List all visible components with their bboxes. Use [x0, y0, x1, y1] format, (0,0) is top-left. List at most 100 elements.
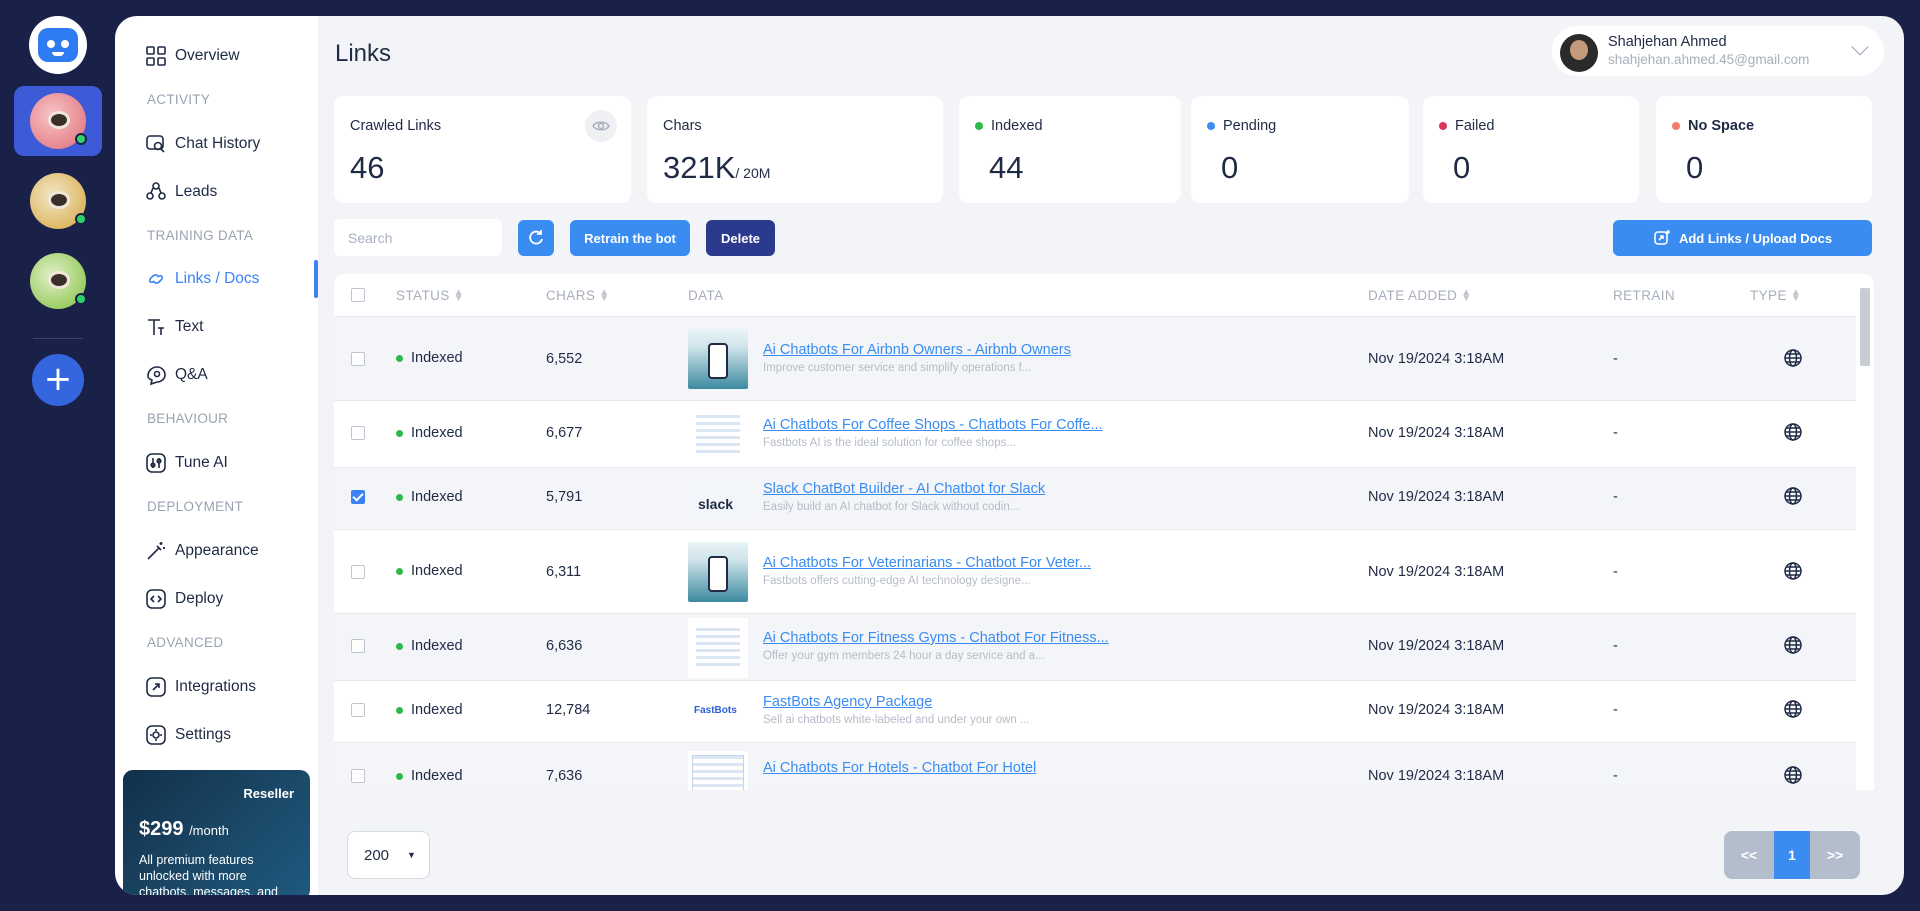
app-logo[interactable] — [29, 16, 87, 74]
next-page-button[interactable]: >> — [1810, 831, 1860, 879]
status-dot — [396, 642, 403, 650]
sidebar-item-label: Settings — [175, 726, 232, 743]
refresh-button[interactable] — [518, 220, 554, 256]
col-date-added[interactable]: DATE ADDED ▲ ▼ — [1368, 286, 1472, 304]
col-status[interactable]: STATUS ▲ ▼ — [396, 286, 464, 304]
section-advanced: ADVANCED — [147, 635, 224, 650]
stat-label: No Space — [1688, 118, 1755, 134]
promo-price: $299 /month — [139, 818, 229, 840]
status-dot — [396, 429, 403, 437]
table-row[interactable]: Indexed 7,636 Ai Chatbots For Hotels - C… — [334, 742, 1856, 790]
stat-label: Chars — [663, 118, 702, 134]
link-title[interactable]: Ai Chatbots For Airbnb Owners - Airbnb O… — [763, 342, 1071, 358]
row-checkbox[interactable] — [351, 490, 365, 504]
sidebar-item-text[interactable]: Text — [145, 313, 203, 341]
scrollbar-thumb[interactable] — [1860, 288, 1870, 366]
row-checkbox[interactable] — [351, 703, 365, 717]
row-checkbox[interactable] — [351, 352, 365, 366]
status-cell: Indexed — [396, 638, 463, 654]
online-indicator — [75, 213, 87, 225]
table-row[interactable]: Indexed 6,552 Ai Chatbots For Airbnb Own… — [334, 316, 1856, 400]
stat-label: Indexed — [991, 118, 1043, 134]
table-row[interactable]: Indexed 5,791 slack Slack ChatBot Builde… — [334, 467, 1856, 529]
page-thumbnail: slack — [688, 480, 748, 518]
sidebar-item-integrations[interactable]: Integrations — [145, 673, 256, 701]
current-page-button[interactable]: 1 — [1774, 831, 1810, 879]
sidebar-item-links-docs[interactable]: Links / Docs — [145, 265, 259, 293]
table-row[interactable]: Indexed 6,636 Ai Chatbots For Fitness Gy… — [334, 613, 1856, 680]
link-title[interactable]: Ai Chatbots For Fitness Gyms - Chatbot F… — [763, 630, 1109, 646]
delete-button[interactable]: Delete — [706, 220, 775, 256]
chat-history-icon — [145, 133, 167, 155]
stat-label: Failed — [1455, 118, 1495, 134]
table-row[interactable]: Indexed 6,311 Ai Chatbots For Veterinari… — [334, 529, 1856, 613]
link-title[interactable]: Ai Chatbots For Hotels - Chatbot For Hot… — [763, 760, 1037, 776]
date-cell: Nov 19/2024 3:18AM — [1368, 489, 1505, 505]
bot-switch-1[interactable] — [14, 86, 102, 156]
page-thumbnail — [688, 405, 748, 465]
gear-icon — [145, 724, 167, 746]
bot-switch-3[interactable] — [14, 246, 102, 316]
sidebar-item-qa[interactable]: Q&A — [145, 361, 208, 389]
status-dot — [1439, 122, 1447, 130]
page-thumbnail — [688, 618, 748, 678]
reseller-promo-card[interactable]: Reseller $299 /month All premium feature… — [123, 770, 310, 895]
divider — [33, 338, 83, 339]
sidebar-item-settings[interactable]: Settings — [145, 721, 231, 749]
online-indicator — [75, 133, 87, 145]
table-scrollbar[interactable] — [1858, 274, 1872, 790]
chevron-down-icon — [1851, 38, 1869, 56]
table-row[interactable]: Indexed 12,784 FastBots FastBots Agency … — [334, 680, 1856, 742]
link-title[interactable]: Ai Chatbots For Coffee Shops - Chatbots … — [763, 417, 1103, 433]
stat-label: Crawled Links — [350, 118, 442, 134]
bot-switch-2[interactable] — [14, 166, 102, 236]
retrain-button[interactable]: Retrain the bot — [570, 220, 690, 256]
status-cell: Indexed — [396, 563, 463, 579]
code-icon — [145, 588, 167, 610]
page-thumbnail: FastBots — [688, 692, 748, 732]
col-type[interactable]: TYPE ▲ ▼ — [1750, 286, 1802, 304]
chars-cell: 7,636 — [546, 768, 583, 784]
link-description: Easily build an AI chatbot for Slack wit… — [763, 501, 1020, 513]
page-size-select[interactable]: 200 ▼ — [347, 831, 430, 879]
add-links-button[interactable]: Add Links / Upload Docs — [1613, 220, 1872, 256]
link-title[interactable]: Slack ChatBot Builder - AI Chatbot for S… — [763, 481, 1046, 497]
table-row[interactable]: Indexed 6,677 Ai Chatbots For Coffee Sho… — [334, 400, 1856, 467]
row-checkbox[interactable] — [351, 769, 365, 783]
globe-icon — [1783, 348, 1803, 368]
sidebar-item-label: Text — [175, 318, 204, 335]
integrations-icon — [145, 676, 167, 698]
select-all-checkbox[interactable] — [351, 288, 365, 302]
sidebar-item-deploy[interactable]: Deploy — [145, 585, 223, 613]
sidebar-item-tune-ai[interactable]: Tune AI — [145, 449, 228, 477]
link-title[interactable]: Ai Chatbots For Veterinarians - Chatbot … — [763, 555, 1092, 571]
sidebar-item-chat-history[interactable]: Chat History — [145, 130, 260, 158]
link-description: Improve customer service and simplify op… — [763, 362, 1032, 374]
link-description: Sell ai chatbots white-labeled and under… — [763, 714, 1030, 726]
chars-cell: 12,784 — [546, 702, 591, 718]
eye-icon[interactable] — [585, 110, 617, 142]
row-checkbox[interactable] — [351, 426, 365, 440]
add-links-label: Add Links / Upload Docs — [1678, 230, 1833, 246]
row-checkbox[interactable] — [351, 565, 365, 579]
status-dot — [396, 772, 403, 780]
col-chars[interactable]: CHARS ▲ ▼ — [546, 286, 610, 304]
stat-label: Pending — [1223, 118, 1277, 134]
link-title[interactable]: FastBots Agency Package — [763, 694, 933, 710]
globe-icon — [1783, 561, 1803, 581]
prev-page-button[interactable]: << — [1724, 831, 1774, 879]
retrain-cell: - — [1613, 425, 1618, 441]
sidebar-item-appearance[interactable]: Appearance — [145, 537, 259, 565]
sidebar-item-label: Appearance — [175, 542, 259, 559]
sidebar-item-overview[interactable]: Overview — [145, 42, 240, 70]
sidebar-item-leads[interactable]: Leads — [145, 178, 217, 206]
refresh-icon — [529, 230, 543, 245]
sort-icon: ▲ ▼ — [453, 286, 464, 304]
add-bot-button[interactable]: + — [32, 354, 84, 406]
status-cell: Indexed — [396, 489, 463, 505]
chars-cell: 5,791 — [546, 489, 583, 505]
search-input[interactable] — [334, 219, 502, 256]
user-menu[interactable]: Shahjehan Ahmed shahjehan.ahmed.45@gmail… — [1552, 26, 1884, 76]
row-checkbox[interactable] — [351, 639, 365, 653]
retrain-cell: - — [1613, 351, 1618, 367]
